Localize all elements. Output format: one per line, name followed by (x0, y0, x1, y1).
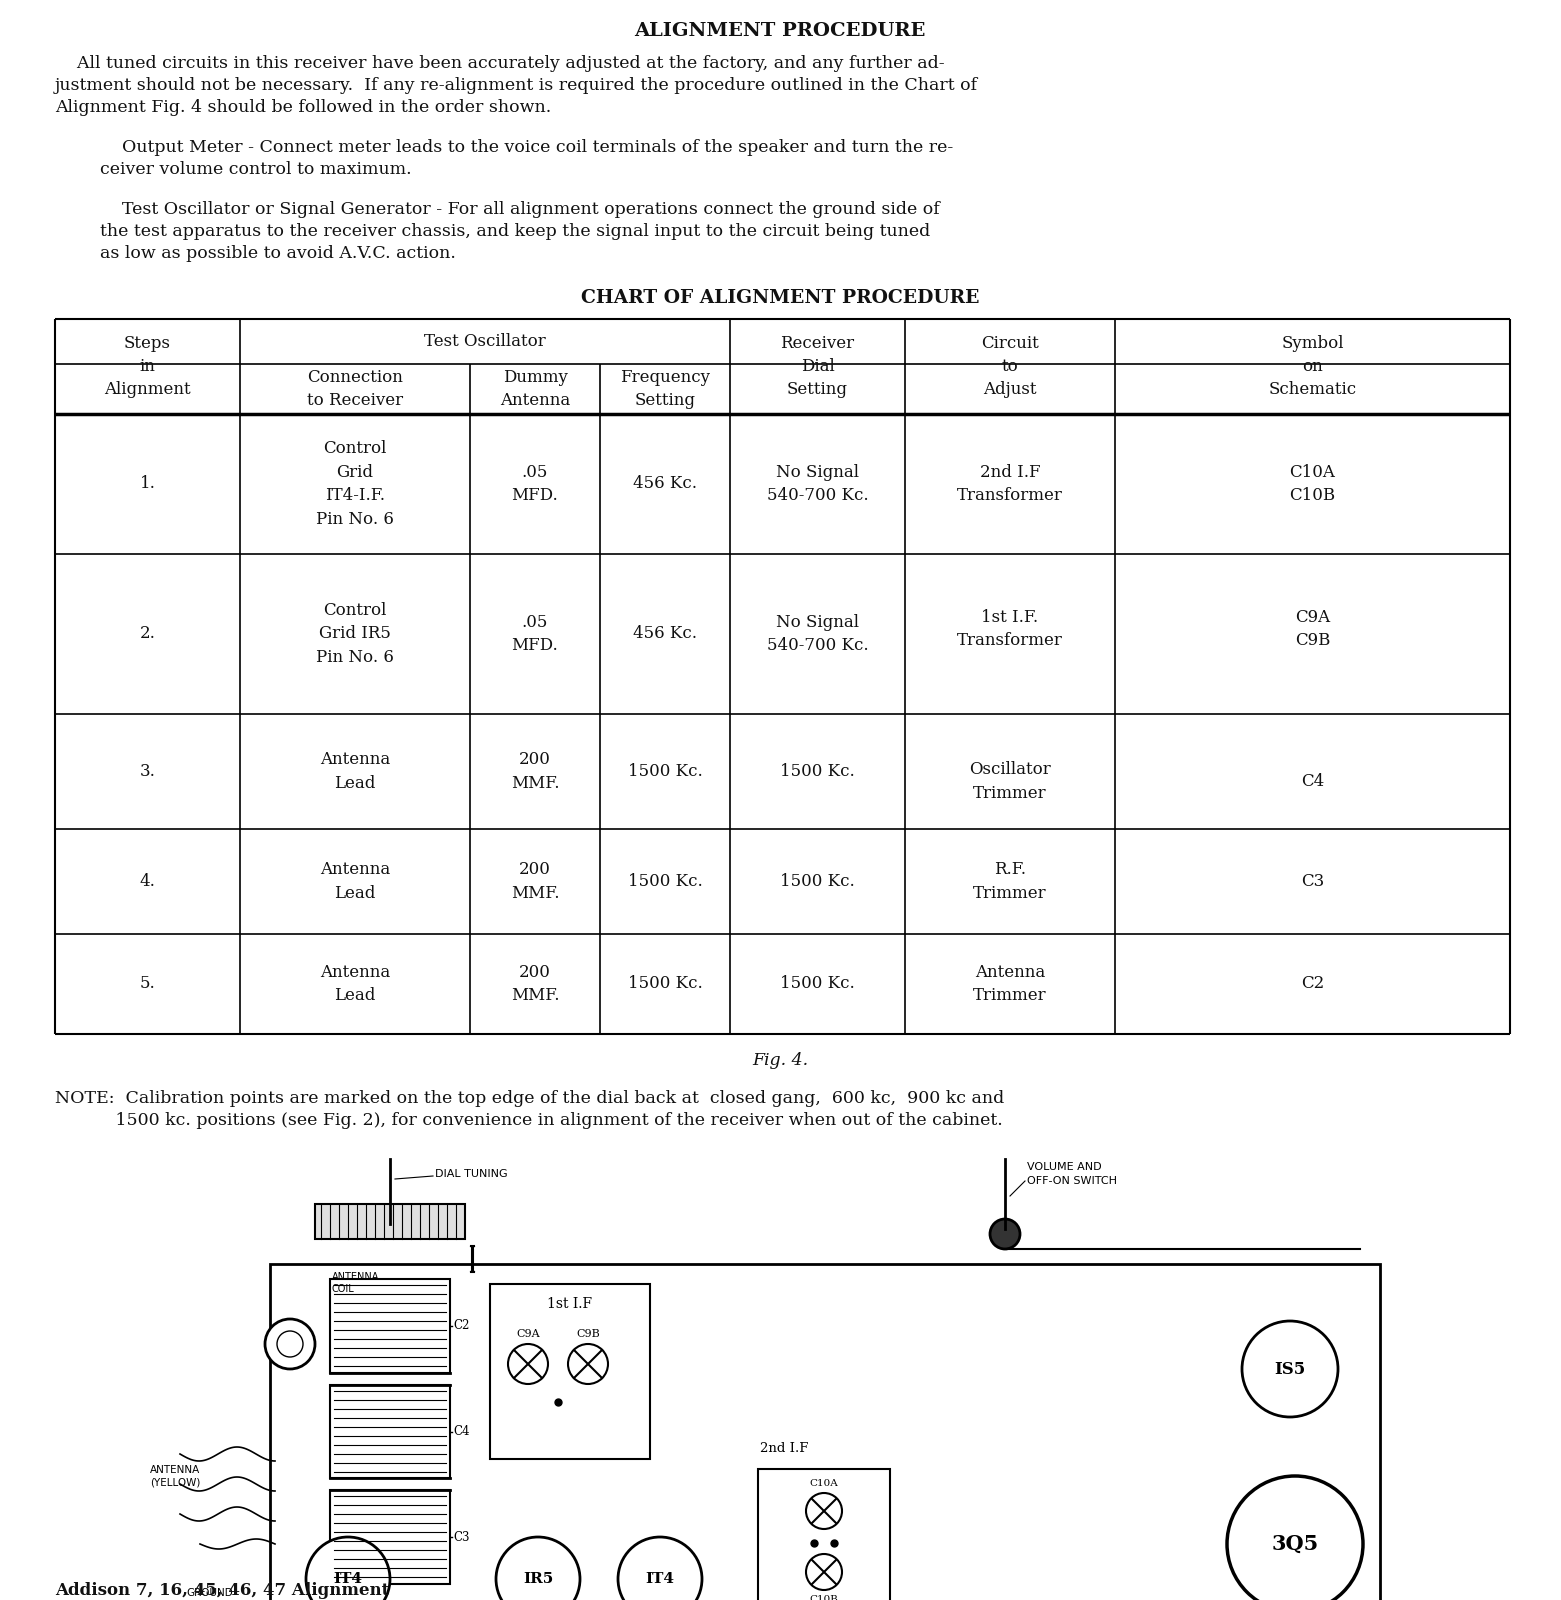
Text: Addison 7, 16, 45, 46, 47 Alignment: Addison 7, 16, 45, 46, 47 Alignment (55, 1582, 389, 1598)
Bar (329, 1384, 450, 1478)
Text: CHART OF ALIGNMENT PROCEDURE: CHART OF ALIGNMENT PROCEDURE (581, 290, 979, 307)
Text: 1500 kc. positions (see Fig. 2), for convenience in alignment of the receiver wh: 1500 kc. positions (see Fig. 2), for con… (55, 1112, 1002, 1130)
Text: Circuit
to
Adjust: Circuit to Adjust (982, 334, 1040, 398)
Text: Antenna
Trimmer: Antenna Trimmer (973, 963, 1047, 1005)
Circle shape (805, 1554, 841, 1590)
Text: Test Oscillator: Test Oscillator (425, 333, 546, 350)
Text: Steps
in
Alignment: Steps in Alignment (105, 334, 190, 398)
Bar (329, 1490, 450, 1584)
Text: IT4: IT4 (334, 1571, 362, 1586)
Circle shape (805, 1493, 841, 1530)
Text: Output Meter - Connect meter leads to the voice coil terminals of the speaker an: Output Meter - Connect meter leads to th… (100, 139, 954, 157)
Text: the test apparatus to the receiver chassis, and keep the signal input to the cir: the test apparatus to the receiver chass… (100, 222, 930, 240)
Text: C4: C4 (1300, 773, 1324, 790)
Text: 1.: 1. (139, 475, 156, 493)
Text: 200
MMF.: 200 MMF. (510, 861, 559, 902)
Text: Fig. 4.: Fig. 4. (752, 1053, 809, 1069)
Text: IS5: IS5 (1274, 1360, 1305, 1378)
Text: COIL: COIL (332, 1283, 354, 1294)
Circle shape (496, 1538, 581, 1600)
Text: Control
Grid IR5
Pin No. 6: Control Grid IR5 Pin No. 6 (315, 602, 393, 666)
Text: Symbol
on
Schematic: Symbol on Schematic (1269, 334, 1357, 398)
Text: DIAL TUNING: DIAL TUNING (436, 1170, 507, 1179)
Circle shape (306, 1538, 390, 1600)
Text: Dummy
Antenna: Dummy Antenna (500, 368, 570, 410)
Text: 2nd I.F: 2nd I.F (760, 1443, 809, 1456)
Text: Receiver
Dial
Setting: Receiver Dial Setting (780, 334, 854, 398)
Text: 456 Kc.: 456 Kc. (634, 475, 698, 493)
Text: C9A
C9B: C9A C9B (1294, 608, 1330, 650)
Text: .05
MFD.: .05 MFD. (512, 614, 559, 654)
Text: ALIGNMENT PROCEDURE: ALIGNMENT PROCEDURE (634, 22, 926, 40)
Text: C10B: C10B (810, 1595, 838, 1600)
Text: Antenna
Lead: Antenna Lead (320, 861, 390, 902)
Text: C10A
C10B: C10A C10B (1289, 464, 1336, 504)
Text: Test Oscillator or Signal Generator - For all alignment operations connect the g: Test Oscillator or Signal Generator - Fo… (100, 202, 940, 218)
Text: 1500 Kc.: 1500 Kc. (628, 874, 702, 890)
Text: 1st I.F.
Transformer: 1st I.F. Transformer (957, 608, 1063, 650)
Text: Frequency
Setting: Frequency Setting (620, 368, 710, 410)
Text: Control
Grid
IT4-I.F.
Pin No. 6: Control Grid IT4-I.F. Pin No. 6 (315, 440, 393, 528)
Circle shape (507, 1344, 548, 1384)
Text: Antenna
Lead: Antenna Lead (320, 752, 390, 792)
Circle shape (265, 1318, 315, 1370)
Text: 1500 Kc.: 1500 Kc. (628, 976, 702, 992)
Text: GROUND
(BLACK): GROUND (BLACK) (187, 1587, 234, 1600)
Text: ANTENNA
(YELLOW): ANTENNA (YELLOW) (150, 1466, 200, 1488)
Text: 3.: 3. (139, 763, 156, 781)
Text: R.F.
Trimmer: R.F. Trimmer (973, 861, 1047, 902)
Text: ceiver volume control to maximum.: ceiver volume control to maximum. (100, 162, 412, 178)
Text: Antenna
Lead: Antenna Lead (320, 963, 390, 1005)
Text: C9A: C9A (517, 1330, 540, 1339)
Text: Oscillator
Trimmer: Oscillator Trimmer (969, 762, 1051, 802)
Text: C3: C3 (453, 1531, 470, 1544)
Text: 4.: 4. (139, 874, 156, 890)
Text: No Signal
540-700 Kc.: No Signal 540-700 Kc. (766, 614, 868, 654)
Text: C2: C2 (1300, 976, 1324, 992)
Text: justment should not be necessary.  If any re-alignment is required the procedure: justment should not be necessary. If any… (55, 77, 979, 94)
Text: IT4: IT4 (646, 1571, 674, 1586)
Text: No Signal
540-700 Kc.: No Signal 540-700 Kc. (766, 464, 868, 504)
Text: IR5: IR5 (523, 1571, 553, 1586)
Circle shape (276, 1331, 303, 1357)
Circle shape (1243, 1322, 1338, 1418)
Text: 1500 Kc.: 1500 Kc. (780, 763, 855, 781)
Text: 5.: 5. (139, 976, 156, 992)
Text: Connection
to Receiver: Connection to Receiver (308, 368, 403, 410)
Circle shape (568, 1344, 607, 1384)
Text: C10A: C10A (810, 1480, 838, 1488)
Text: 2nd I.F
Transformer: 2nd I.F Transformer (957, 464, 1063, 504)
Circle shape (990, 1219, 1019, 1250)
Text: C4: C4 (453, 1426, 470, 1438)
Text: VOLUME AND
OFF-ON SWITCH: VOLUME AND OFF-ON SWITCH (1027, 1162, 1118, 1186)
Text: 3Q5: 3Q5 (1271, 1534, 1319, 1554)
Text: ANTENNA: ANTENNA (332, 1272, 379, 1282)
Text: 200
MMF.: 200 MMF. (510, 752, 559, 792)
Bar (490, 1283, 649, 1459)
FancyBboxPatch shape (470, 1246, 475, 1272)
Circle shape (1227, 1475, 1363, 1600)
Bar (329, 1278, 450, 1373)
Text: 1500 Kc.: 1500 Kc. (780, 874, 855, 890)
Text: 1st I.F: 1st I.F (548, 1298, 593, 1310)
Text: Alignment Fig. 4 should be followed in the order shown.: Alignment Fig. 4 should be followed in t… (55, 99, 551, 117)
Text: All tuned circuits in this receiver have been accurately adjusted at the factory: All tuned circuits in this receiver have… (55, 54, 944, 72)
Bar (270, 1264, 1380, 1600)
Circle shape (618, 1538, 702, 1600)
Text: NOTE:  Calibration points are marked on the top edge of the dial back at  closed: NOTE: Calibration points are marked on t… (55, 1090, 1004, 1107)
Text: 200
MMF.: 200 MMF. (510, 963, 559, 1005)
Bar (759, 1469, 890, 1600)
Text: as low as possible to avoid A.V.C. action.: as low as possible to avoid A.V.C. actio… (100, 245, 456, 262)
Text: 456 Kc.: 456 Kc. (634, 626, 698, 643)
Text: 1500 Kc.: 1500 Kc. (780, 976, 855, 992)
Text: C3: C3 (1300, 874, 1324, 890)
Text: 2.: 2. (139, 626, 156, 643)
Text: .05
MFD.: .05 MFD. (512, 464, 559, 504)
Text: C2: C2 (453, 1320, 470, 1333)
Bar (315, 1203, 465, 1238)
Text: 1500 Kc.: 1500 Kc. (628, 763, 702, 781)
Text: C9B: C9B (576, 1330, 599, 1339)
